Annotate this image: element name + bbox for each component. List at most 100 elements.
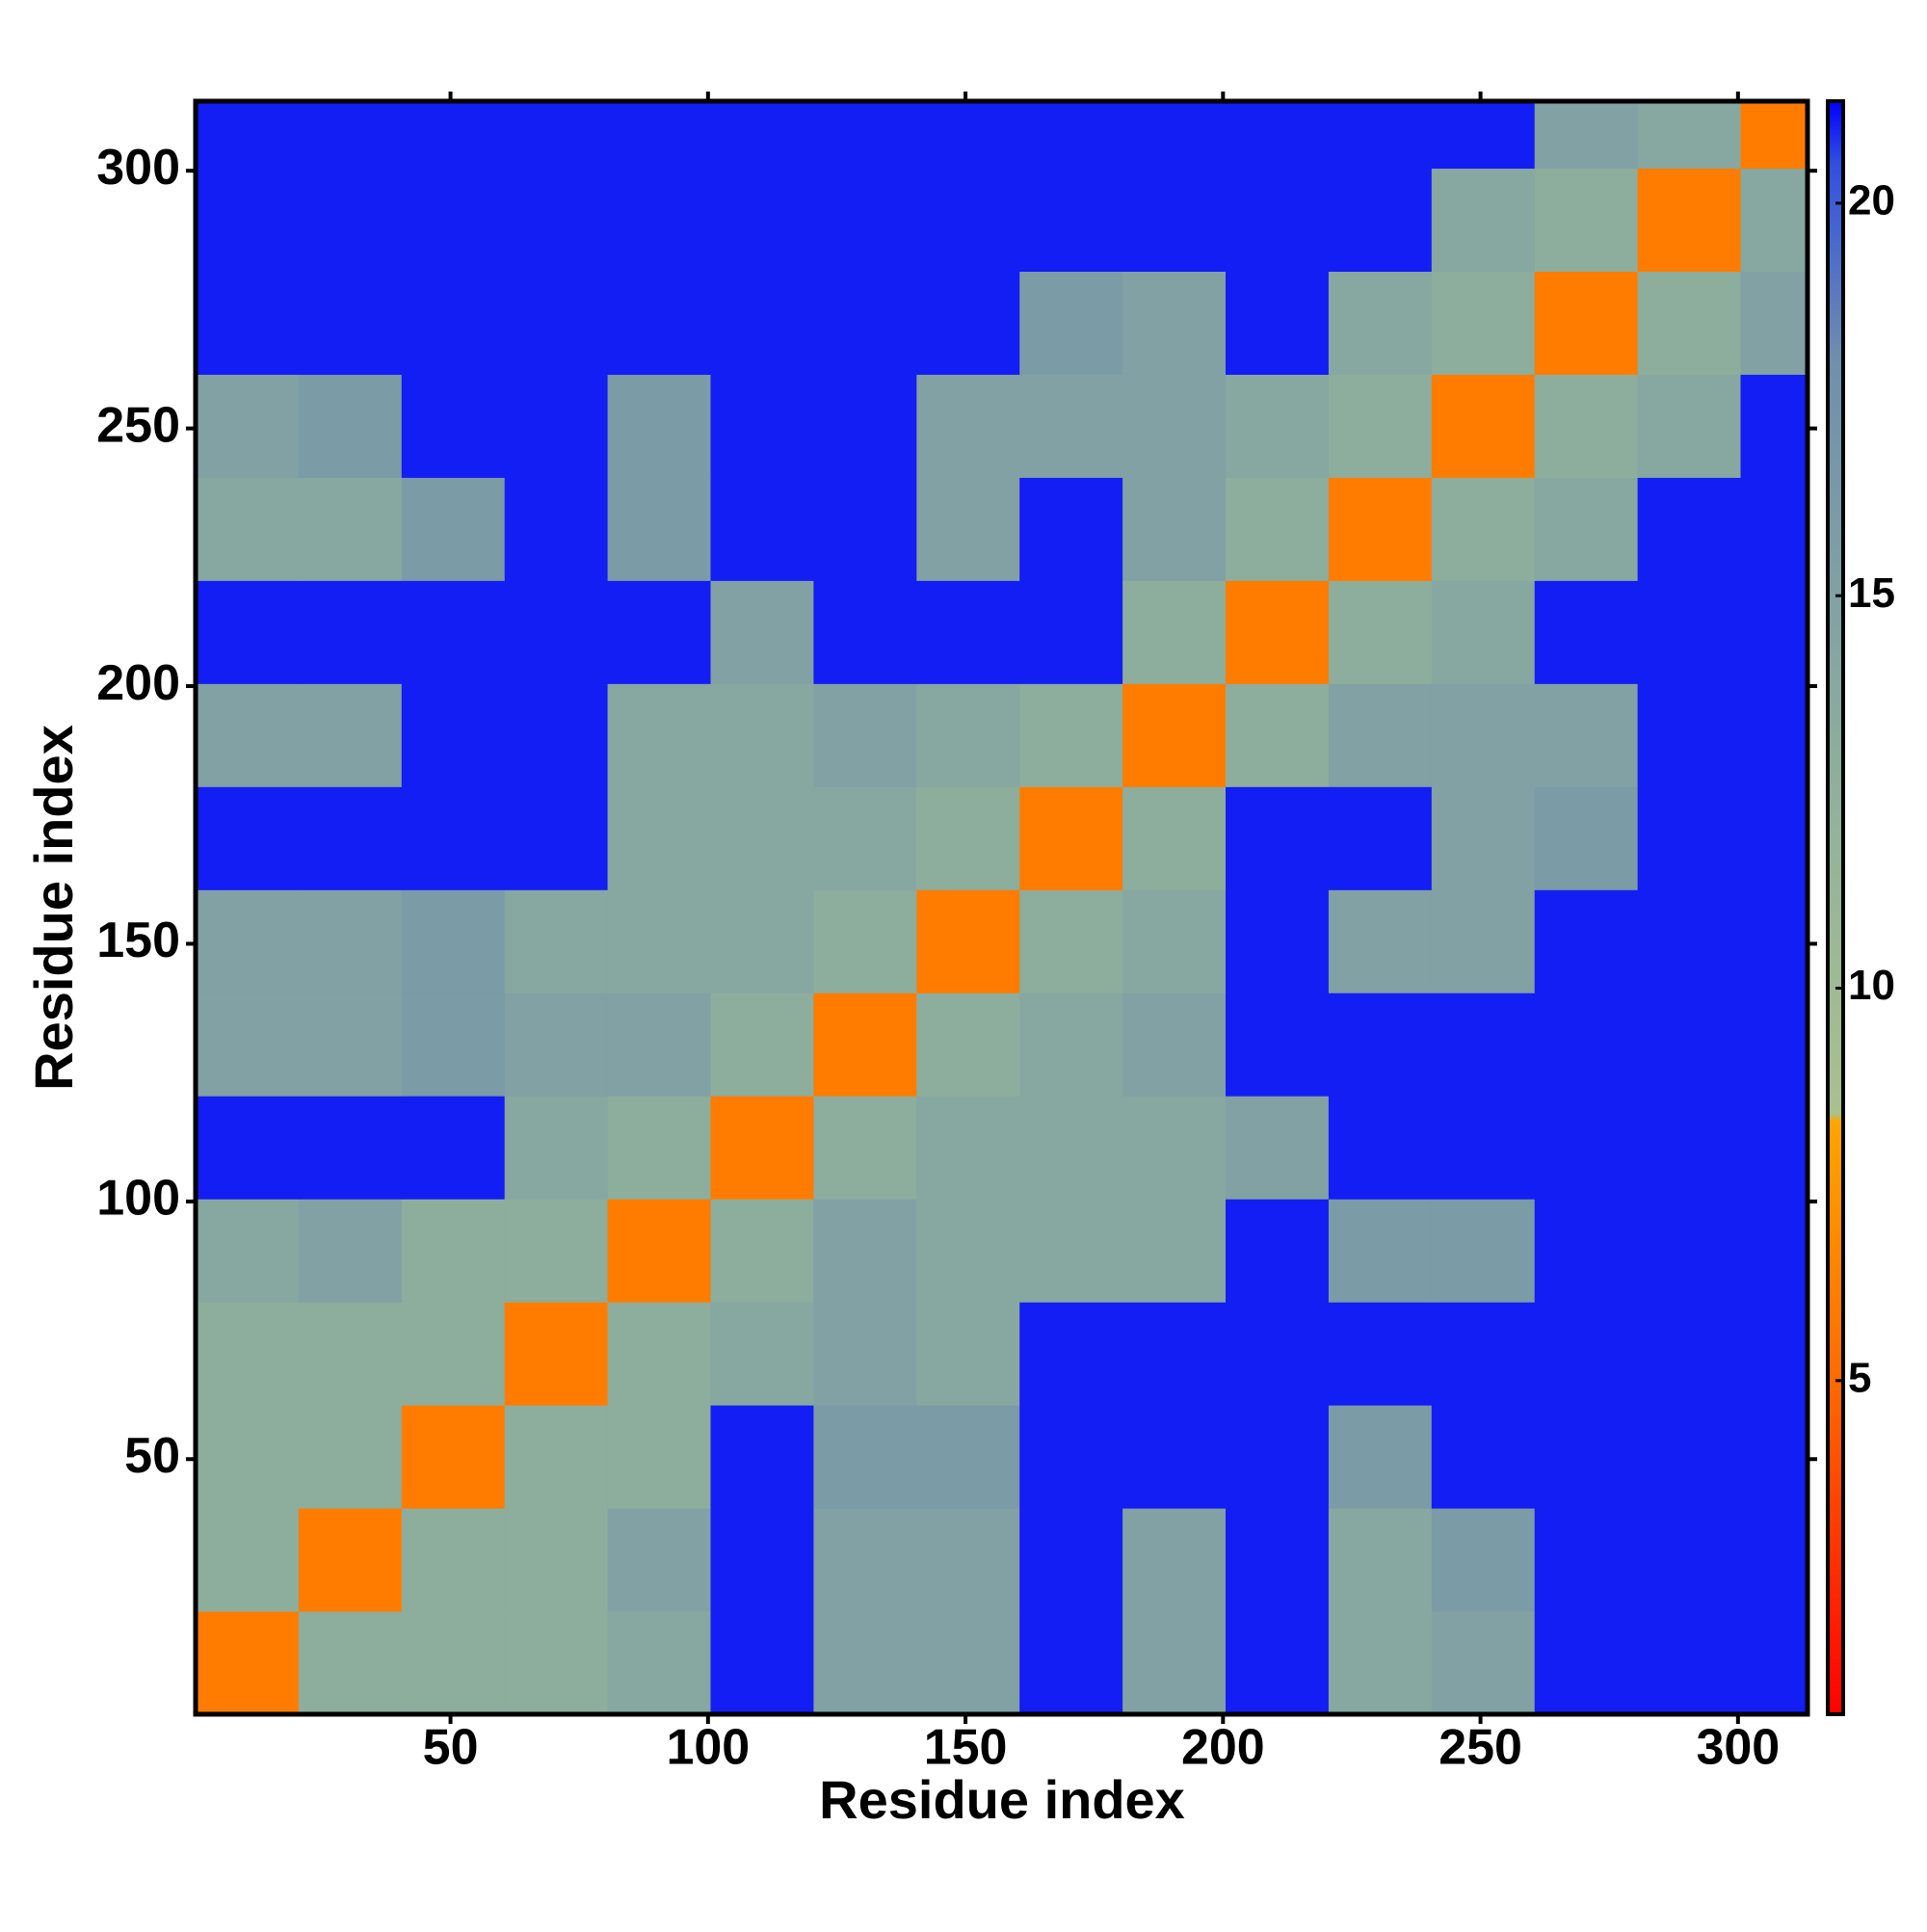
heatmap-cell [916, 786, 1020, 890]
heatmap-cell [1226, 101, 1330, 170]
heatmap-cell [916, 271, 1020, 375]
heatmap-cell [1637, 992, 1742, 1097]
colorbar-tick-label: 10 [1848, 962, 1895, 1009]
heatmap-cell [401, 1096, 506, 1200]
heatmap-cell [504, 1096, 609, 1200]
heatmap-cell [1740, 168, 1808, 272]
heatmap-cell [710, 168, 814, 272]
heatmap-cell [1019, 683, 1123, 787]
plot-frame [193, 98, 1810, 1717]
heatmap-cell [1740, 683, 1808, 787]
heatmap-cell [1122, 786, 1227, 890]
heatmap-cell [1122, 1199, 1227, 1303]
heatmap-cell [298, 1096, 403, 1200]
heatmap-cell [1019, 580, 1123, 684]
heatmap-cell [607, 477, 712, 581]
heatmap-cell [1019, 101, 1123, 170]
heatmap-cell [1534, 580, 1639, 684]
heatmap-cell [1019, 1096, 1123, 1200]
heatmap-cell [1328, 477, 1433, 581]
heatmap-cell [710, 1508, 814, 1612]
x-tick-label: 250 [1439, 1720, 1522, 1776]
heatmap-cell [1740, 1199, 1808, 1303]
heatmap-cell [710, 477, 814, 581]
heatmap-cell [504, 889, 609, 993]
y-tick-label: 300 [96, 140, 180, 196]
y-tick-label: 200 [96, 655, 180, 711]
heatmap-cell [813, 374, 917, 478]
y-tick-label: 100 [96, 1171, 180, 1227]
colorbar-tick-label: 15 [1848, 569, 1895, 617]
heatmap-cell [1122, 168, 1227, 272]
heatmap-cell [1431, 1508, 1536, 1612]
heatmap-cell [607, 1096, 712, 1200]
heatmap-cell [1431, 683, 1536, 787]
heatmap-cell [401, 1302, 506, 1406]
heatmap-cell [916, 168, 1020, 272]
heatmap-cell [196, 1096, 300, 1200]
heatmap-cell [1637, 477, 1742, 581]
x-axis-label: Residue index [819, 1769, 1185, 1830]
heatmap-cell [504, 1199, 609, 1303]
heatmap-cell [1637, 101, 1742, 170]
heatmap-cell [196, 1405, 300, 1509]
heatmap-cell [1019, 168, 1123, 272]
heatmap-cell [1122, 1405, 1227, 1509]
heatmap-cell [504, 992, 609, 1097]
heatmap-cell [196, 271, 300, 375]
heatmap-cell [813, 477, 917, 581]
heatmap-cell [401, 1199, 506, 1303]
heatmap-cell [1122, 1611, 1227, 1715]
heatmap-cell [196, 1302, 300, 1406]
heatmap-cell [813, 168, 917, 272]
heatmap-cell [298, 580, 403, 684]
heatmap-cell [710, 101, 814, 170]
heatmap-cell [1122, 683, 1227, 787]
heatmap-cell [710, 1611, 814, 1715]
heatmap-cell [1431, 889, 1536, 993]
heatmap-cell [1431, 271, 1536, 375]
heatmap-cell [504, 168, 609, 272]
heatmap-cell [1637, 1302, 1742, 1406]
heatmap-cell [1019, 271, 1123, 375]
heatmap-cell [1740, 271, 1808, 375]
heatmap-cell [1431, 1199, 1536, 1303]
heatmap-cell [607, 101, 712, 170]
heatmap-cell [1431, 580, 1536, 684]
heatmap-cell [1431, 101, 1536, 170]
heatmap-cell [1740, 992, 1808, 1097]
heatmap-cell [813, 101, 917, 170]
heatmap-cell [298, 168, 403, 272]
heatmap-cell [298, 271, 403, 375]
heatmap-cell [607, 1611, 712, 1715]
y-axis-label: Residue index [23, 725, 84, 1091]
heatmap-cell [504, 786, 609, 890]
heatmap-cell [813, 1199, 917, 1303]
heatmap-cell [710, 374, 814, 478]
heatmap-cell [1534, 889, 1639, 993]
heatmap-cell [1019, 786, 1123, 890]
heatmap-cell [401, 477, 506, 581]
heatmap-cell [1534, 101, 1639, 170]
heatmap-cell [1534, 1508, 1639, 1612]
heatmap-cell [710, 1096, 814, 1200]
heatmap-cell [1740, 1508, 1808, 1612]
heatmap-cell [1226, 786, 1330, 890]
heatmap-cell [607, 1302, 712, 1406]
heatmap-cell [298, 1405, 403, 1509]
heatmap-cell [1328, 683, 1433, 787]
heatmap-cell [504, 580, 609, 684]
heatmap-cell [1534, 1302, 1639, 1406]
heatmap-cell [401, 101, 506, 170]
heatmap-cell [504, 1508, 609, 1612]
heatmap-cell [1534, 1405, 1639, 1509]
heatmap-cell [1226, 374, 1330, 478]
heatmap-cell [1328, 374, 1433, 478]
heatmap-cell [401, 786, 506, 890]
heatmap-cell [1019, 1199, 1123, 1303]
heatmap-cell [196, 168, 300, 272]
heatmap-cell [298, 101, 403, 170]
heatmap-cell [607, 168, 712, 272]
heatmap-cell [1637, 1508, 1742, 1612]
heatmap-cell [1637, 271, 1742, 375]
